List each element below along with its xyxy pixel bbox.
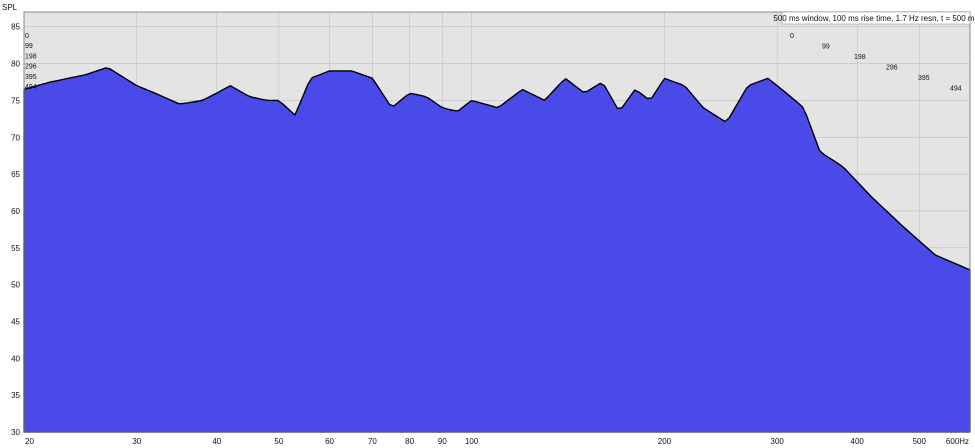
y-tick-label: 65 [11,170,20,179]
y-tick-label: 45 [11,317,20,326]
y-tick-label: 85 [11,23,20,32]
waterfall-slice [23,67,971,433]
y-axis-label: SPL [2,3,18,12]
x-tick-label: 60 [325,437,334,446]
time-label-right: 198 [854,54,866,61]
time-label-right: 395 [918,75,930,82]
time-label-left: 99 [25,43,33,50]
time-label-left: 395 [25,74,37,81]
x-tick-label: 30 [132,437,141,446]
y-tick-label: 35 [11,391,20,400]
time-labels: 0 0 99 99 198 198 296 296 395 395 494 494 [25,33,962,93]
y-tick-label: 50 [11,281,20,290]
plot-frame [23,11,971,433]
x-tick-label: 50 [274,437,283,446]
time-label-left: 198 [25,53,37,60]
time-label-right: 0 [790,33,794,40]
y-tick-label: 55 [11,244,20,253]
time-label-right: 99 [822,44,830,51]
time-label-right: 296 [886,65,898,72]
waterfall-slices [23,67,971,433]
y-tick-label: 75 [11,96,20,105]
y-tick-label: 70 [11,133,20,142]
x-tick-label: 400 [851,437,865,446]
annotation-text: 500 ms window, 100 ms rise time, 1.7 Hz … [773,14,975,23]
x-tick-label: 100 [465,437,479,446]
time-label-right: 494 [950,86,962,93]
y-tick-label: 30 [11,428,20,437]
x-tick-label: 90 [438,437,447,446]
y-axis-ticks: 30 35 40 45 50 55 60 65 70 75 80 85 [11,23,20,437]
y-tick-label: 80 [11,60,20,69]
time-label-left: 494 [25,84,37,91]
x-tick-label: 500 [913,437,927,446]
y-tick-label: 60 [11,207,20,216]
annotation-box [781,11,971,25]
time-label-left: 0 [25,33,29,40]
time-label-left: 296 [25,64,37,71]
x-tick-label: 70 [368,437,377,446]
x-tick-label: 200 [658,437,672,446]
y-tick-label: 40 [11,354,20,363]
x-tick-label: 20 [25,437,34,446]
x-tick-label: 40 [212,437,221,446]
x-tick-label: 600Hz [946,437,969,446]
x-axis-ticks: 20 30 40 50 60 70 80 90 100 200 300 400 500 600Hz [25,437,969,446]
x-tick-label: 80 [405,437,414,446]
x-tick-label: 300 [771,437,785,446]
